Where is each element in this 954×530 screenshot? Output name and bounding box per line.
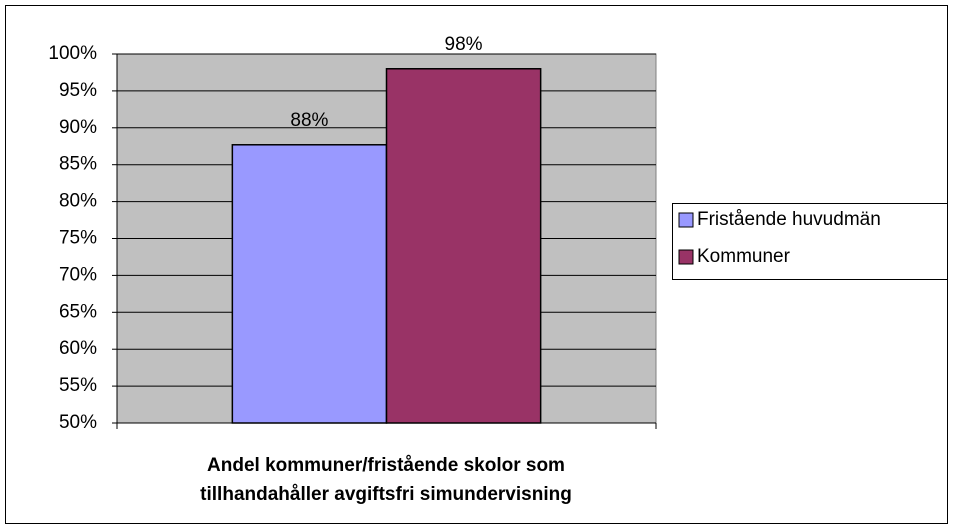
y-tick-label: 60% — [59, 338, 97, 359]
y-tick-label: 50% — [59, 412, 97, 433]
y-tick-label: 95% — [59, 80, 97, 101]
y-tick-label: 85% — [59, 154, 97, 175]
y-tick-label: 75% — [59, 228, 97, 249]
y-tick-label: 70% — [59, 264, 97, 285]
data-label: 88% — [290, 110, 328, 131]
data-label: 98% — [445, 34, 483, 55]
legend-box — [672, 203, 948, 280]
legend-swatch — [678, 212, 694, 228]
y-tick-label: 80% — [59, 191, 97, 212]
y-tick-label: 90% — [59, 117, 97, 138]
x-axis-label: Andel kommuner/fristående skolor som — [207, 455, 565, 476]
y-tick-label: 100% — [48, 43, 97, 64]
x-axis-label: tillhandahåller avgiftsfri simundervisni… — [200, 484, 572, 505]
y-tick-label: 65% — [59, 301, 97, 322]
y-tick-label: 55% — [59, 375, 97, 396]
bar — [231, 144, 388, 424]
bar — [385, 68, 542, 424]
legend-swatch — [678, 249, 694, 265]
legend-label: Fristående huvudmän — [697, 209, 881, 230]
legend-label: Kommuner — [697, 246, 791, 267]
